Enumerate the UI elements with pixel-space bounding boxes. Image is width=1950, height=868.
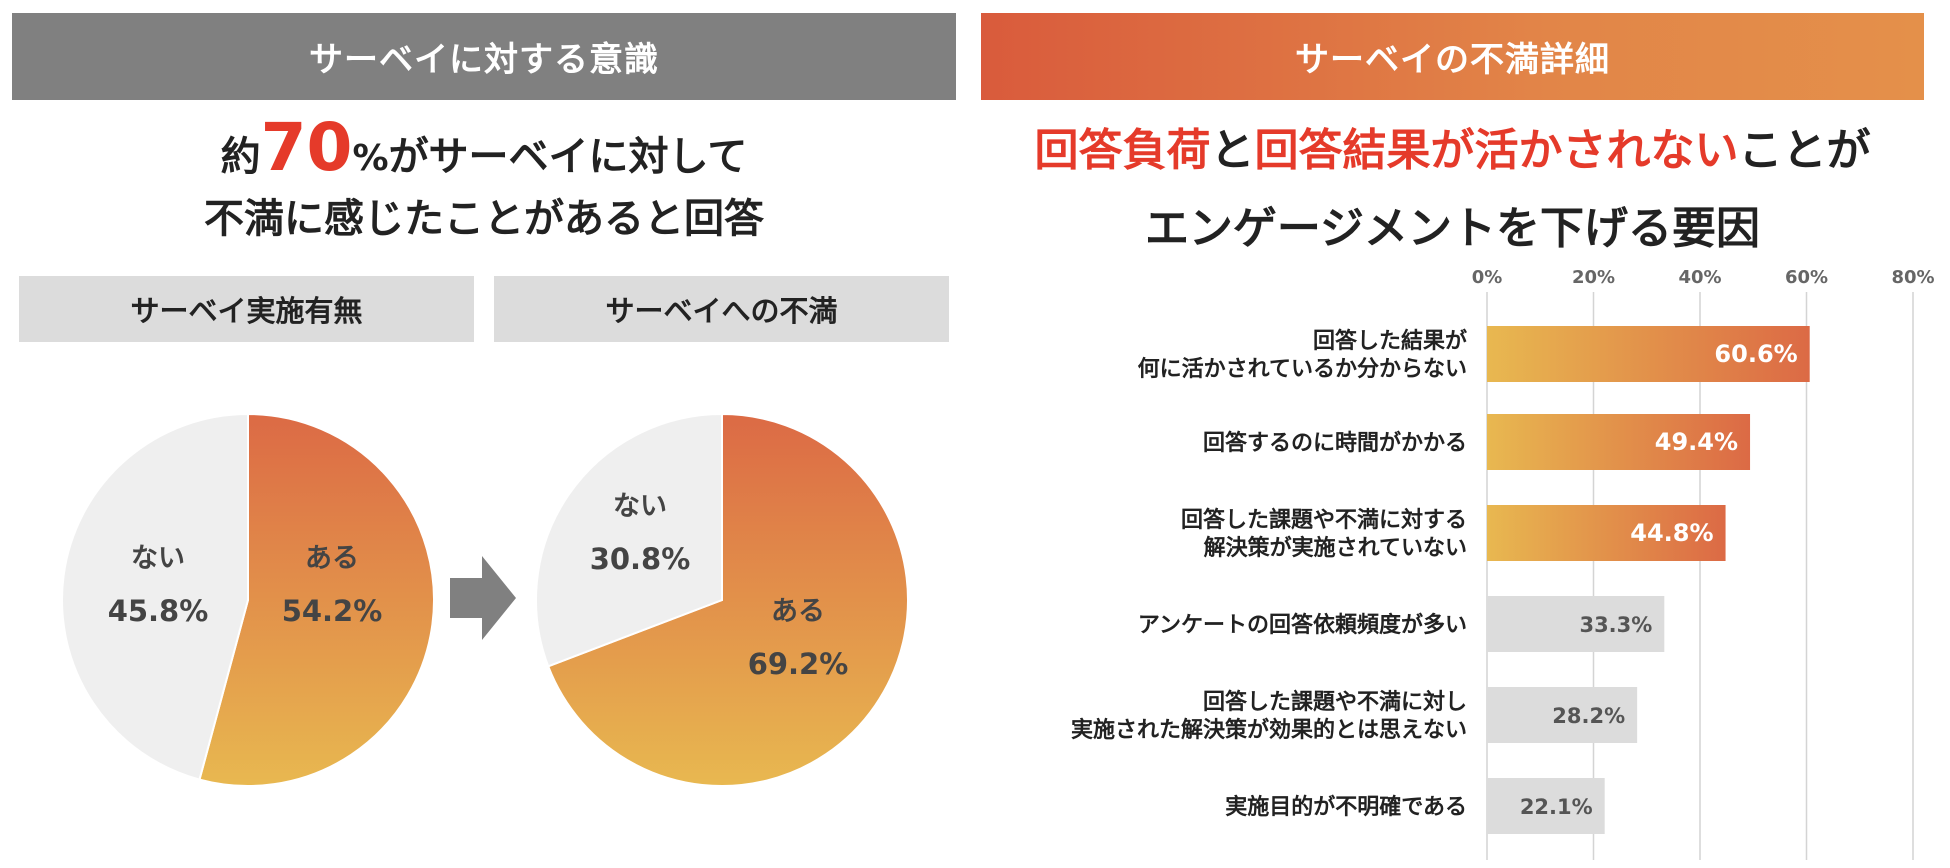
headline-red-1: 回答負荷 bbox=[1034, 125, 1211, 176]
right-headline: 回答負荷と回答結果が活かされないことが エンゲージメントを下げる要因 bbox=[981, 112, 1924, 268]
category-label: 回答した課題や不満に対する bbox=[1181, 507, 1467, 533]
pie-slice-yes bbox=[546, 412, 909, 787]
pie-slice-yes bbox=[198, 412, 435, 787]
bar bbox=[1487, 596, 1665, 652]
pie-slice-label: ない bbox=[613, 491, 667, 522]
category-label: 実施された解決策が効果的とは思えない bbox=[1071, 717, 1467, 743]
category-label: 何に活かされているか分からない bbox=[1138, 356, 1467, 382]
bar-chart-dissatisfaction-details: 0% 20% 40% 60% 80% 60.6% 回答した結果が何に活かされているか分からな… bbox=[1071, 267, 1935, 860]
category-label: 回答した結果が bbox=[1313, 328, 1467, 354]
category-label: 回答するのに時間がかかる bbox=[1203, 430, 1467, 456]
x-tick-label: 0% bbox=[1472, 267, 1503, 288]
category-label: 実施目的が不明確である bbox=[1225, 794, 1467, 820]
headline-red-2: 回答結果が活かされない bbox=[1254, 125, 1739, 176]
left-headline-line1: 約70%がサーベイに対して bbox=[12, 115, 956, 189]
subhead-survey-dissatisfaction: サーベイへの不満 bbox=[494, 276, 949, 342]
left-banner: サーベイに対する意識 bbox=[12, 13, 956, 100]
pie-slice-value: 54.2% bbox=[282, 594, 383, 628]
right-headline-line1: 回答負荷と回答結果が活かされないことが bbox=[981, 112, 1924, 190]
x-tick-label: 60% bbox=[1785, 267, 1828, 288]
pie-slice-label: ある bbox=[771, 596, 825, 627]
pie-slice-value: 69.2% bbox=[748, 647, 849, 681]
headline-prefix: 約 bbox=[220, 134, 261, 180]
bar-value-label: 22.1% bbox=[1520, 795, 1593, 819]
bar bbox=[1487, 326, 1810, 382]
pie-slice-value: 45.8% bbox=[108, 594, 209, 628]
bar-value-label: 33.3% bbox=[1579, 613, 1652, 637]
bar bbox=[1487, 778, 1605, 834]
pie-chart-dissatisfaction: ある 69.2% ない 30.8% bbox=[535, 412, 909, 787]
bar-value-label: 60.6% bbox=[1714, 340, 1797, 368]
headline-tail: ことが bbox=[1738, 125, 1871, 176]
x-tick-label: 20% bbox=[1572, 267, 1615, 288]
pie-slice-label: ある bbox=[305, 543, 359, 574]
category-label: 回答した課題や不満に対し bbox=[1203, 689, 1467, 715]
headline-mid: と bbox=[1210, 125, 1255, 176]
x-tick-label: 80% bbox=[1891, 267, 1934, 288]
bar-value-label: 28.2% bbox=[1552, 704, 1625, 728]
category-label: 解決策が実施されていない bbox=[1204, 535, 1467, 561]
category-label: アンケートの回答依頼頻度が多い bbox=[1138, 612, 1467, 638]
right-headline-line2: エンゲージメントを下げる要因 bbox=[1144, 203, 1761, 254]
bar bbox=[1487, 687, 1638, 743]
x-tick-label: 40% bbox=[1678, 267, 1721, 288]
subhead-survey-implemented: サーベイ実施有無 bbox=[19, 276, 474, 342]
headline-big-number: 70 bbox=[260, 109, 353, 186]
pie-slice-value: 30.8% bbox=[590, 542, 691, 576]
bar-value-label: 44.8% bbox=[1630, 519, 1713, 547]
right-banner: サーベイの不満詳細 bbox=[981, 13, 1924, 100]
headline-percent-sign: % bbox=[352, 138, 389, 179]
pie-slice-no bbox=[535, 412, 723, 668]
left-headline: 約70%がサーベイに対して 不満に感じたことがあると回答 bbox=[12, 115, 956, 249]
bar bbox=[1487, 505, 1726, 561]
left-headline-line2: 不満に感じたことがあると回答 bbox=[204, 196, 764, 242]
pie-chart-implemented: ある 54.2% ない 45.8% bbox=[61, 412, 435, 787]
arrow-right-icon bbox=[450, 556, 516, 640]
bar bbox=[1487, 414, 1751, 470]
pie-slice-no bbox=[61, 412, 249, 781]
headline-suffix: がサーベイに対して bbox=[388, 134, 748, 180]
bar-value-label: 49.4% bbox=[1655, 428, 1738, 456]
pie-slice-label: ない bbox=[131, 543, 185, 574]
